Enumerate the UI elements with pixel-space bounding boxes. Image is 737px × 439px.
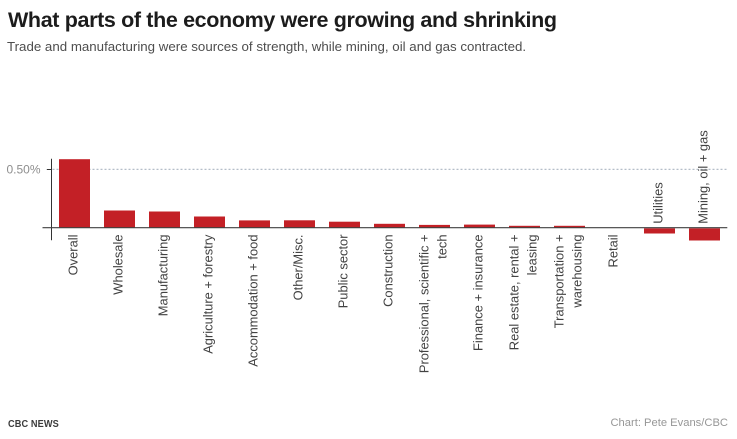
svg-text:Agriculture + forestry: Agriculture + forestry [201,234,216,354]
svg-text:tech: tech [435,235,450,259]
svg-text:Mining, oil + gas: Mining, oil + gas [696,130,711,224]
svg-text:0.50%: 0.50% [6,162,40,176]
svg-text:Finance + insurance: Finance + insurance [471,235,486,351]
svg-text:Utilities: Utilities [651,182,666,224]
svg-text:Manufacturing: Manufacturing [156,235,171,317]
svg-text:Accommodation + food: Accommodation + food [246,235,261,367]
svg-text:Wholesale: Wholesale [111,235,126,295]
svg-text:Overall: Overall [66,235,81,276]
svg-text:leasing: leasing [525,235,540,276]
svg-text:Professional, scientific +: Professional, scientific + [417,235,432,374]
svg-text:Transportation +: Transportation + [552,235,567,329]
svg-text:Retail: Retail [606,235,621,268]
svg-text:Real estate, rental +: Real estate, rental + [507,235,522,351]
svg-text:Public sector: Public sector [336,234,351,309]
svg-text:Construction: Construction [381,235,396,307]
svg-text:warehousing: warehousing [570,235,585,309]
svg-text:Other/Misc.: Other/Misc. [291,235,306,301]
